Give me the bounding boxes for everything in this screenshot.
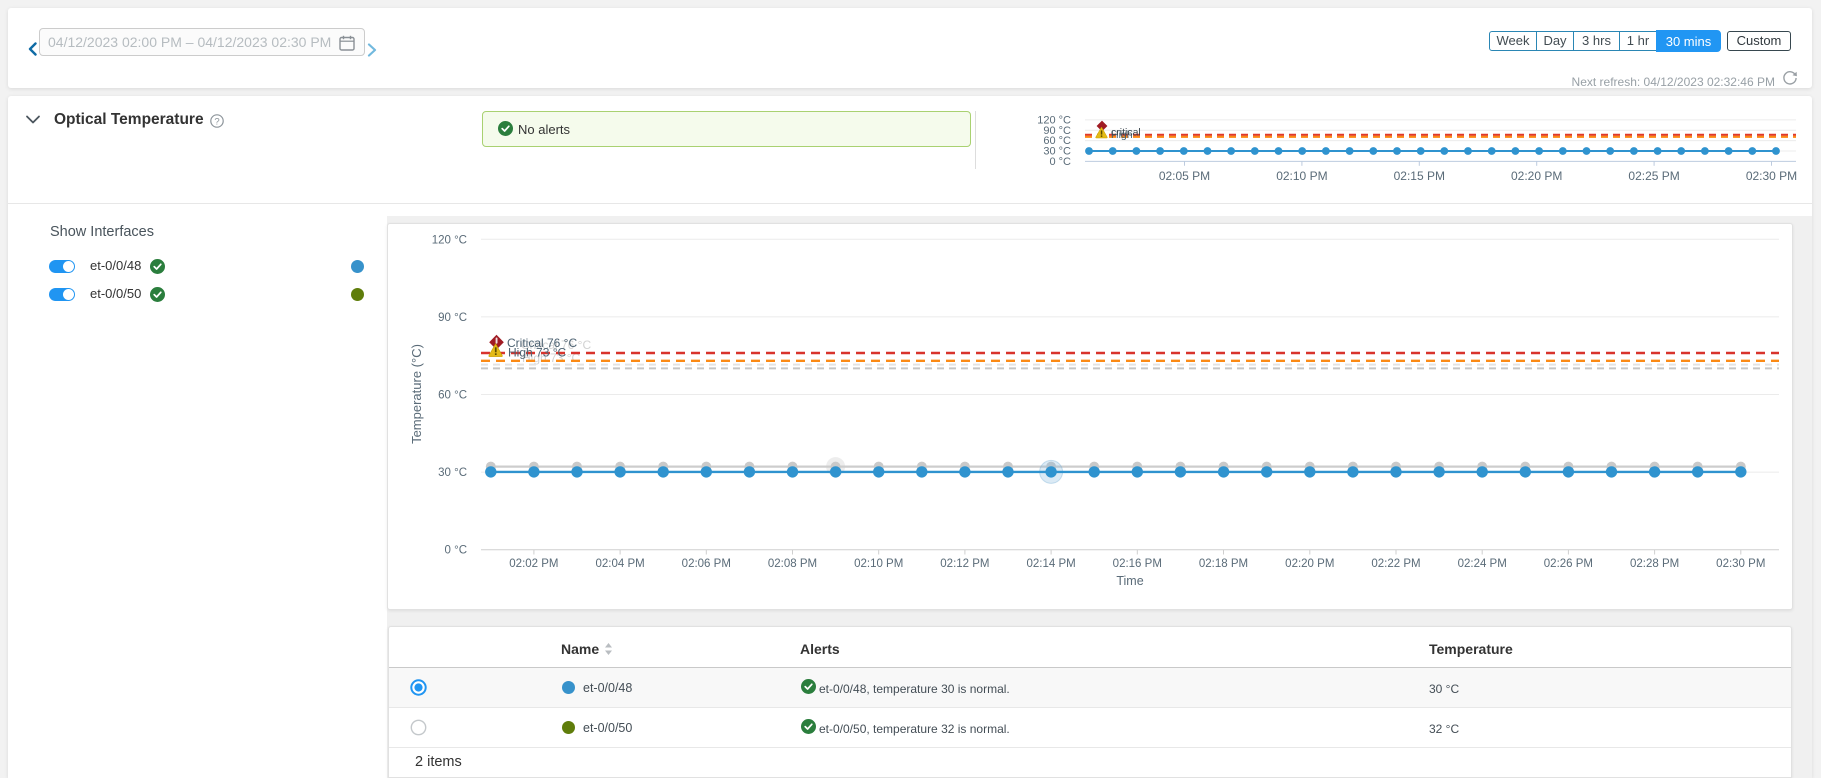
svg-text:0 °C: 0 °C	[445, 545, 468, 557]
svg-text:High 73 °C: High 73 °C	[508, 346, 566, 360]
svg-text:02:28 PM: 02:28 PM	[1630, 558, 1679, 570]
svg-text:02:25 PM: 02:25 PM	[1628, 169, 1679, 183]
svg-text:30 °C: 30 °C	[1043, 146, 1071, 158]
svg-text:0 °C: 0 °C	[1049, 156, 1071, 168]
svg-text:02:12 PM: 02:12 PM	[940, 558, 989, 570]
svg-text:02:24 PM: 02:24 PM	[1458, 558, 1507, 570]
svg-text:60 °C: 60 °C	[438, 390, 467, 402]
svg-text:02:26 PM: 02:26 PM	[1544, 558, 1593, 570]
svg-text:High: High	[1111, 129, 1133, 141]
svg-text:02:15 PM: 02:15 PM	[1394, 169, 1445, 183]
svg-text:02:05 PM: 02:05 PM	[1159, 169, 1210, 183]
svg-text:90 °C: 90 °C	[1043, 125, 1071, 137]
svg-text:02:16 PM: 02:16 PM	[1113, 558, 1162, 570]
svg-text:critical: critical	[1111, 127, 1141, 139]
svg-text:02:22 PM: 02:22 PM	[1371, 558, 1420, 570]
svg-text:02:20 PM: 02:20 PM	[1511, 169, 1562, 183]
svg-text:02:06 PM: 02:06 PM	[682, 558, 731, 570]
svg-text:02:14 PM: 02:14 PM	[1026, 558, 1075, 570]
svg-text:02:02 PM: 02:02 PM	[509, 558, 558, 570]
svg-text:Critical 76 °C: Critical 76 °C	[507, 336, 577, 350]
svg-text:02:10 PM: 02:10 PM	[854, 558, 903, 570]
svg-text:Critical 76 °C: Critical 76 °C	[521, 338, 591, 352]
svg-text:?: ?	[214, 116, 219, 127]
svg-text:02:20 PM: 02:20 PM	[1285, 558, 1334, 570]
svg-text:High 73 °C: High 73 °C	[522, 351, 580, 365]
svg-text:02:04 PM: 02:04 PM	[595, 558, 644, 570]
svg-text:02:30 PM: 02:30 PM	[1716, 558, 1765, 570]
svg-text:Temperature (°C): Temperature (°C)	[409, 344, 424, 444]
svg-text:02:10 PM: 02:10 PM	[1276, 169, 1327, 183]
svg-text:90 °C: 90 °C	[438, 312, 467, 324]
svg-text:02:08 PM: 02:08 PM	[768, 558, 817, 570]
svg-text:30 °C: 30 °C	[438, 467, 467, 479]
svg-text:02:18 PM: 02:18 PM	[1199, 558, 1248, 570]
svg-text:120 °C: 120 °C	[432, 234, 467, 246]
svg-text:Time: Time	[1116, 574, 1143, 588]
svg-text:60 °C: 60 °C	[1043, 135, 1071, 147]
svg-text:120 °C: 120 °C	[1037, 114, 1071, 126]
svg-text:02:30 PM: 02:30 PM	[1746, 169, 1797, 183]
